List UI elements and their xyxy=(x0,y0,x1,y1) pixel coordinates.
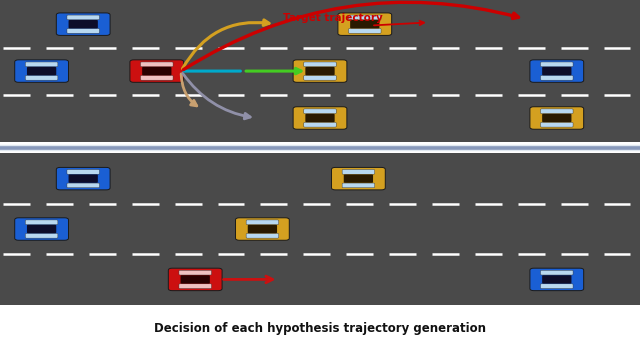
FancyBboxPatch shape xyxy=(338,13,392,35)
FancyBboxPatch shape xyxy=(68,174,98,183)
FancyBboxPatch shape xyxy=(67,15,99,20)
FancyBboxPatch shape xyxy=(26,75,58,80)
FancyBboxPatch shape xyxy=(141,62,173,67)
FancyBboxPatch shape xyxy=(541,62,573,67)
FancyBboxPatch shape xyxy=(180,275,210,284)
FancyBboxPatch shape xyxy=(56,13,110,35)
FancyBboxPatch shape xyxy=(541,122,573,127)
FancyBboxPatch shape xyxy=(541,75,573,80)
FancyBboxPatch shape xyxy=(27,225,56,233)
FancyBboxPatch shape xyxy=(304,62,336,67)
FancyBboxPatch shape xyxy=(67,170,99,174)
FancyBboxPatch shape xyxy=(68,20,98,28)
FancyBboxPatch shape xyxy=(342,183,374,188)
FancyBboxPatch shape xyxy=(542,275,572,284)
FancyBboxPatch shape xyxy=(349,15,381,20)
FancyBboxPatch shape xyxy=(304,75,336,80)
FancyBboxPatch shape xyxy=(350,20,380,28)
FancyBboxPatch shape xyxy=(67,28,99,33)
FancyBboxPatch shape xyxy=(542,67,572,75)
FancyBboxPatch shape xyxy=(541,109,573,114)
FancyBboxPatch shape xyxy=(305,114,335,122)
FancyBboxPatch shape xyxy=(142,67,172,75)
FancyBboxPatch shape xyxy=(27,67,56,75)
FancyBboxPatch shape xyxy=(248,225,277,233)
FancyBboxPatch shape xyxy=(542,114,572,122)
FancyBboxPatch shape xyxy=(541,284,573,289)
FancyBboxPatch shape xyxy=(67,183,99,188)
Text: Decision of each hypothesis trajectory generation: Decision of each hypothesis trajectory g… xyxy=(154,322,486,335)
FancyBboxPatch shape xyxy=(246,220,278,225)
FancyBboxPatch shape xyxy=(141,75,173,80)
FancyBboxPatch shape xyxy=(168,268,222,291)
Bar xyxy=(0,0,640,142)
FancyBboxPatch shape xyxy=(344,174,373,183)
FancyBboxPatch shape xyxy=(26,62,58,67)
FancyBboxPatch shape xyxy=(349,28,381,33)
Text: Target trajectory: Target trajectory xyxy=(283,13,383,24)
FancyBboxPatch shape xyxy=(541,270,573,275)
FancyBboxPatch shape xyxy=(26,220,58,225)
FancyBboxPatch shape xyxy=(293,60,347,82)
FancyBboxPatch shape xyxy=(293,107,347,129)
FancyBboxPatch shape xyxy=(304,109,336,114)
Bar xyxy=(0,153,640,305)
FancyBboxPatch shape xyxy=(530,60,584,82)
FancyBboxPatch shape xyxy=(26,233,58,238)
FancyBboxPatch shape xyxy=(530,268,584,291)
FancyBboxPatch shape xyxy=(130,60,184,82)
FancyBboxPatch shape xyxy=(305,67,335,75)
FancyBboxPatch shape xyxy=(304,122,336,127)
FancyBboxPatch shape xyxy=(236,218,289,240)
FancyBboxPatch shape xyxy=(342,170,374,174)
FancyBboxPatch shape xyxy=(179,284,211,289)
Bar xyxy=(0,145,640,150)
FancyBboxPatch shape xyxy=(15,218,68,240)
FancyBboxPatch shape xyxy=(246,233,278,238)
FancyBboxPatch shape xyxy=(179,270,211,275)
FancyBboxPatch shape xyxy=(15,60,68,82)
FancyBboxPatch shape xyxy=(530,107,584,129)
FancyBboxPatch shape xyxy=(56,167,110,190)
FancyBboxPatch shape xyxy=(332,167,385,190)
